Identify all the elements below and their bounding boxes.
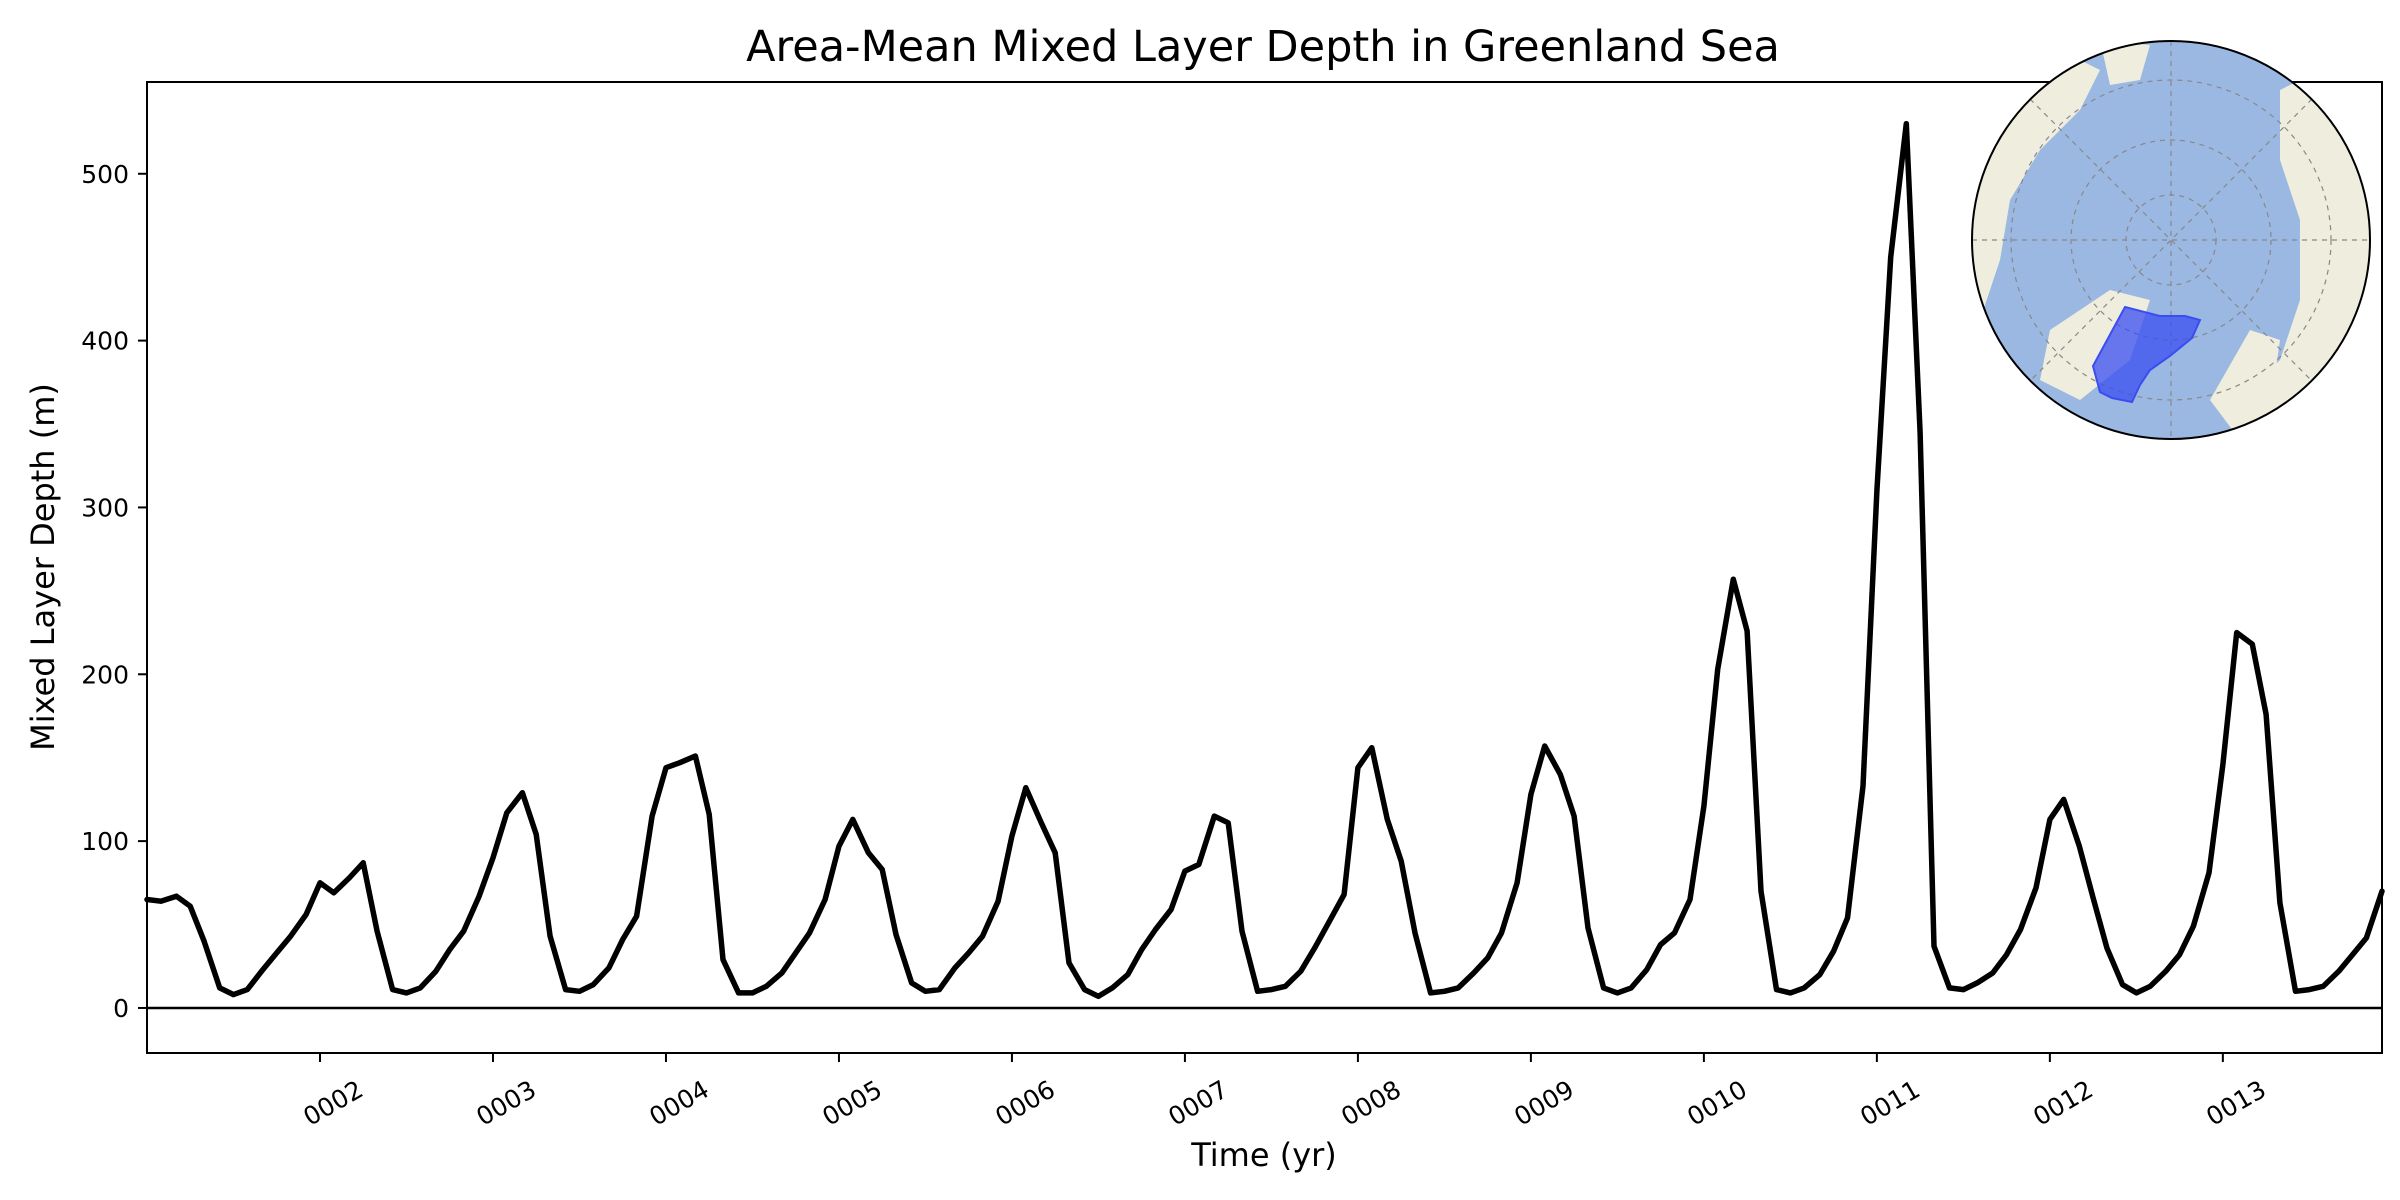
x-axis-label: Time (yr): [1190, 1136, 1337, 1174]
y-axis-label: Mixed Layer Depth (m): [24, 383, 62, 751]
map-border: [1971, 40, 2371, 440]
x-tick-label: 0004: [644, 1075, 714, 1132]
x-tick-label: 0003: [471, 1075, 541, 1132]
x-tick-label: 0006: [990, 1075, 1060, 1132]
x-tick-label: 0012: [2028, 1075, 2098, 1132]
y-axis-ticks: 0 100 200 300 400 500: [81, 160, 147, 1023]
map-graticule-70: [2070, 139, 2272, 341]
x-tick-label: 0013: [2201, 1075, 2271, 1132]
map-land-north-top: [2100, 41, 2150, 85]
plot-area: [144, 81, 2385, 1054]
x-tick-label: 0007: [1163, 1075, 1233, 1132]
x-tick-label: 0002: [298, 1075, 368, 1132]
chart-title: Area-Mean Mixed Layer Depth in Greenland…: [746, 22, 1780, 72]
map-meridian: [2029, 98, 2313, 382]
map-land-scandinavia: [2210, 330, 2280, 439]
series-line: [144, 120, 2385, 1000]
plot-frame: [146, 81, 2383, 1054]
x-tick-label: 0009: [1509, 1075, 1579, 1132]
greenland-sea-region: [2091, 305, 2202, 404]
x-tick-label: 0010: [1682, 1075, 1752, 1132]
map-meridian: [2029, 98, 2313, 382]
y-tick-label: 200: [81, 660, 129, 689]
y-tick-label: 400: [81, 327, 129, 356]
x-tick-label: 0011: [1855, 1075, 1925, 1132]
x-tick-label: 0008: [1336, 1075, 1406, 1132]
x-tick-label: 0005: [817, 1075, 887, 1132]
y-tick-label: 100: [81, 827, 129, 856]
x-axis-ticks: 0002 0003 0004 0005 0006 0007 0008 0009 0010 0011…: [298, 1053, 2271, 1132]
y-tick-label: 300: [81, 493, 129, 522]
map-graticule-60: [2010, 79, 2332, 401]
inset-map: [1971, 40, 2371, 440]
y-tick-label: 500: [81, 160, 129, 189]
y-tick-label: 0: [113, 994, 129, 1023]
